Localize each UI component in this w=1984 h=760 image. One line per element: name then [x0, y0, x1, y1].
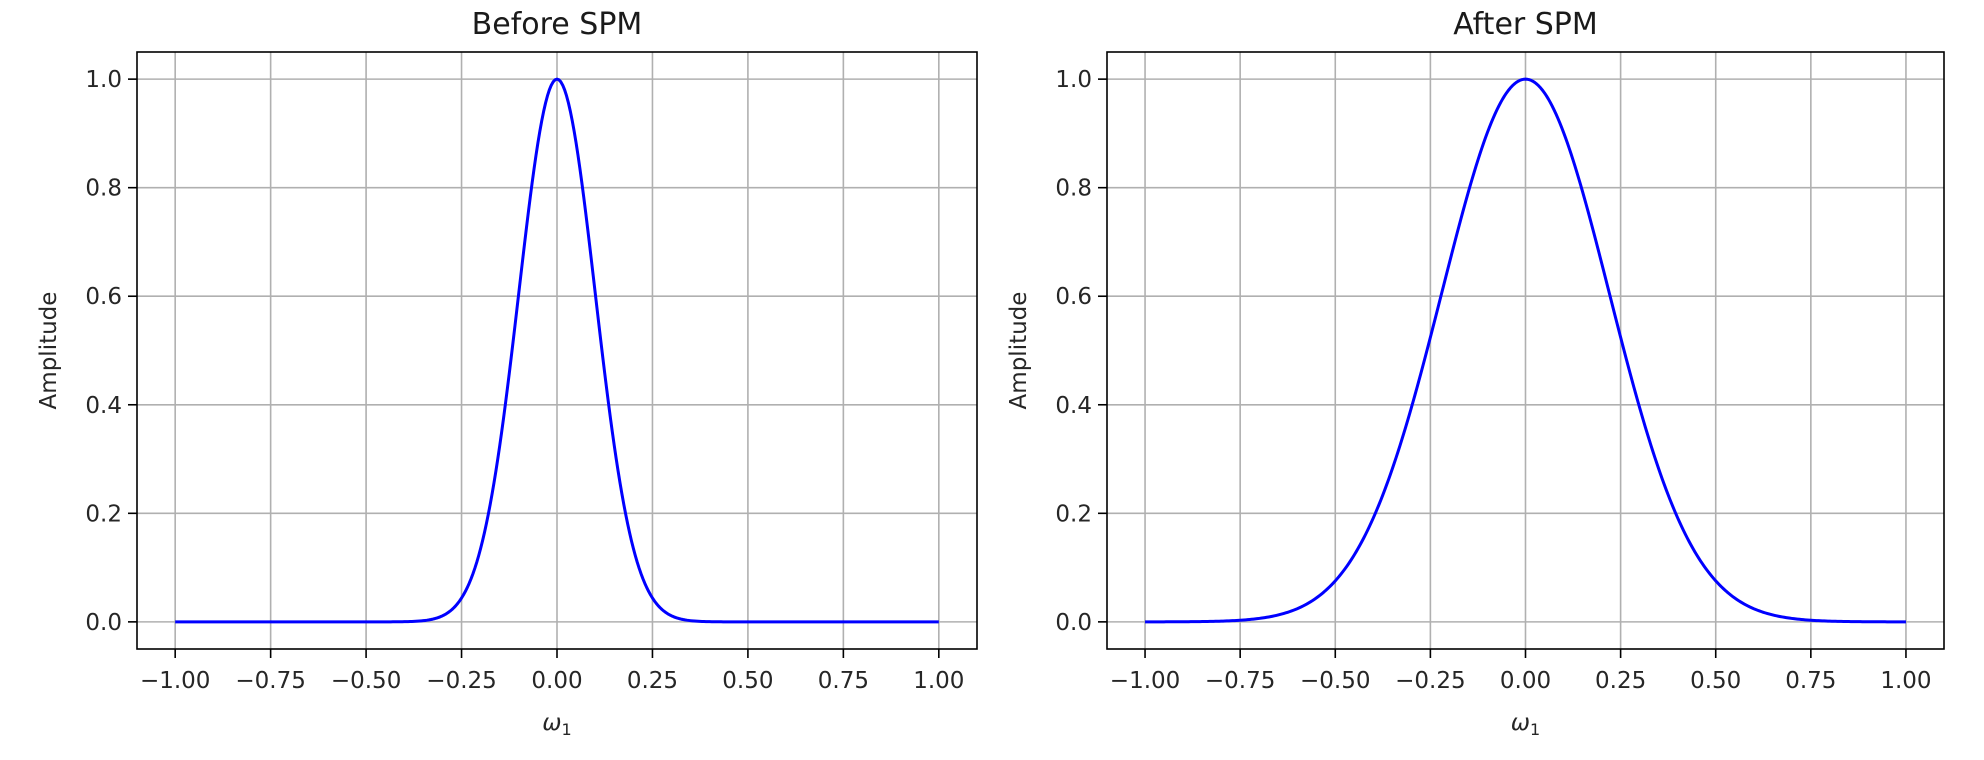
y-tick-label: 0.6: [85, 284, 122, 310]
y-tick-label: 1.0: [1055, 67, 1092, 93]
x-tick-label: −0.25: [1395, 668, 1465, 694]
x-tick-label: 0.25: [627, 668, 678, 694]
grid-lines: [1107, 52, 1944, 649]
x-tick-label: −0.50: [331, 668, 401, 694]
x-tick-label: 0.00: [531, 668, 582, 694]
x-tick-label: 0.25: [1595, 668, 1646, 694]
x-tick-label: −1.00: [140, 668, 210, 694]
y-tick-label: 1.0: [85, 67, 122, 93]
subplot-before-spm: −1.00 −0.75 −0.50 −0.25 0.00 0.25 0.50 0.75 1.00…: [36, 7, 978, 739]
y-tick-label: 0.2: [1055, 501, 1092, 527]
subplot-title: Before SPM: [472, 7, 643, 42]
y-tick-label: 0.2: [85, 501, 122, 527]
y-tick-label: 0.6: [1055, 284, 1092, 310]
x-axis-label: ω1: [1511, 710, 1540, 739]
y-tick-label: 0.8: [1055, 176, 1092, 202]
y-tick-label: 0.4: [85, 393, 122, 419]
y-tick-label: 0.4: [1055, 393, 1092, 419]
y-tick-label: 0.8: [85, 176, 122, 202]
x-axis-ticks: −1.00 −0.75 −0.50 −0.25 0.00 0.25 0.50 0.75 1.00: [140, 649, 964, 694]
x-tick-label: 0.50: [722, 668, 773, 694]
subplot-title: After SPM: [1453, 7, 1598, 42]
x-tick-label: −0.75: [235, 668, 305, 694]
x-tick-label: −1.00: [1110, 668, 1180, 694]
y-axis-ticks: 0.0 0.2 0.4 0.6 0.8 1.0: [1055, 67, 1107, 636]
x-tick-label: −0.75: [1205, 668, 1275, 694]
spectrum-line: [175, 77, 939, 624]
spectrum-line: [1145, 77, 1906, 624]
x-tick-label: 0.75: [818, 668, 869, 694]
x-axis-ticks: −1.00 −0.75 −0.50 −0.25 0.00 0.25 0.50 0.75 1.00: [1110, 649, 1932, 694]
subplot-after-spm: −1.00 −0.75 −0.50 −0.25 0.00 0.25 0.50 0.75 1.00…: [1006, 7, 1945, 739]
y-tick-label: 0.0: [1055, 610, 1092, 636]
x-tick-label: 1.00: [1880, 668, 1931, 694]
y-axis-ticks: 0.0 0.2 0.4 0.6 0.8 1.0: [85, 67, 137, 636]
x-tick-label: 0.50: [1690, 668, 1741, 694]
x-tick-label: −0.25: [426, 668, 496, 694]
grid-lines: [137, 52, 977, 649]
x-tick-label: 0.00: [1500, 668, 1551, 694]
y-axis-label: Amplitude: [36, 292, 62, 410]
x-tick-label: 0.75: [1785, 668, 1836, 694]
x-tick-label: −0.50: [1300, 668, 1370, 694]
x-tick-label: 1.00: [913, 668, 964, 694]
y-axis-label: Amplitude: [1006, 292, 1032, 410]
x-axis-label: ω1: [542, 710, 571, 739]
y-tick-label: 0.0: [85, 610, 122, 636]
